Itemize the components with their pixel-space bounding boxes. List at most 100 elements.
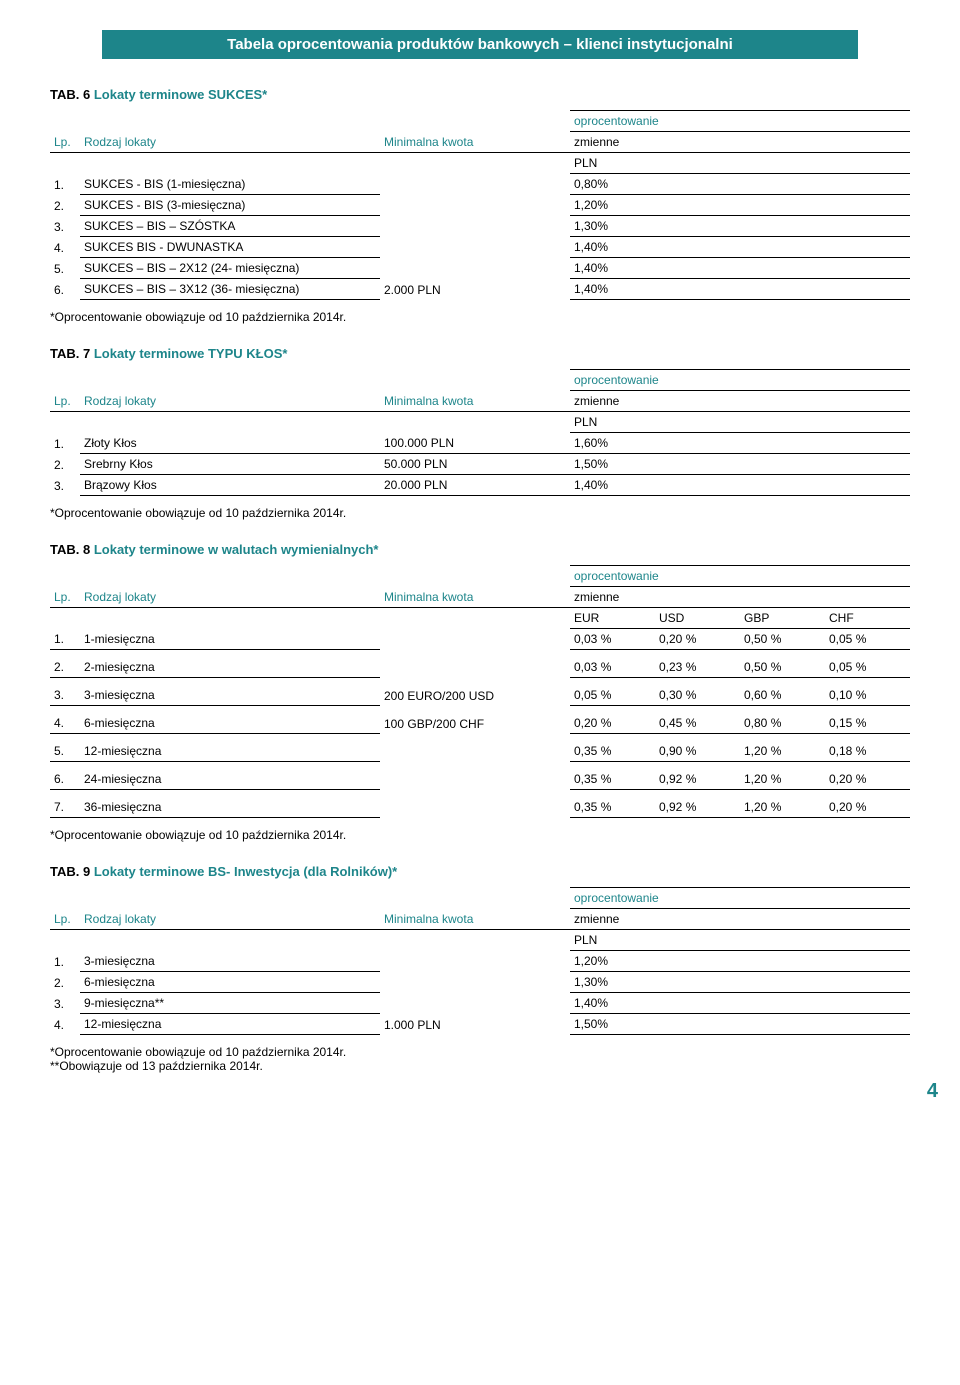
tab7-prefix: TAB. 7	[50, 346, 90, 361]
min-kwota-cell: 200 EURO/200 USD	[380, 678, 570, 706]
page-banner: Tabela oprocentowania produktów bankowyc…	[102, 30, 859, 59]
row-num: 6.	[50, 762, 80, 790]
row-rate: 0,80%	[570, 174, 910, 195]
row-min: 50.000 PLN	[380, 454, 570, 475]
col-rodzaj: Rodzaj lokaty	[80, 391, 380, 412]
row-num: 3.	[50, 678, 80, 706]
row-num: 3.	[50, 475, 80, 496]
row-num: 4.	[50, 706, 80, 734]
cell-chf: 0,20 %	[825, 762, 910, 790]
page: Tabela oprocentowania produktów bankowyc…	[0, 0, 960, 1113]
row-rate: 1,50%	[570, 1014, 910, 1035]
header-row: Lp. Rodzaj lokaty Minimalna kwota zmienn…	[50, 909, 910, 930]
header-row: Lp. Rodzaj lokaty Minimalna kwota zmienn…	[50, 391, 910, 412]
cell-usd: 0,92 %	[655, 762, 740, 790]
tab6-prefix: TAB. 6	[50, 87, 90, 102]
row-rate: 1,40%	[570, 258, 910, 279]
row-rate: 1,40%	[570, 475, 910, 496]
col-gbp: GBP	[740, 608, 825, 629]
cell-eur: 0,35 %	[570, 734, 655, 762]
tab9-table: oprocentowanie Lp. Rodzaj lokaty Minimal…	[50, 887, 910, 1035]
header-row: PLN	[50, 412, 910, 433]
tab7-title: TAB. 7 Lokaty terminowe TYPU KŁOS*	[50, 346, 910, 361]
row-name: 12-miesięczna	[80, 1014, 380, 1035]
tab8-prefix: TAB. 8	[50, 542, 90, 557]
row-min: 20.000 PLN	[380, 475, 570, 496]
row-name: 12-miesięczna	[80, 734, 380, 762]
tab6-name: Lokaty terminowe SUKCES*	[94, 87, 267, 102]
cell-usd: 0,30 %	[655, 678, 740, 706]
tab9-note-1: *Oprocentowanie obowiązuje od 10 paździe…	[50, 1045, 910, 1059]
cell-eur: 0,35 %	[570, 762, 655, 790]
table-row: 1. 1-miesięczna 0,03 % 0,20 % 0,50 % 0,0…	[50, 629, 910, 650]
header-row: EUR USD GBP CHF	[50, 608, 910, 629]
row-rate: 1,60%	[570, 433, 910, 454]
table-row: 4. 6-miesięczna 100 GBP/200 CHF 0,20 % 0…	[50, 706, 910, 734]
cell-gbp: 0,50 %	[740, 629, 825, 650]
table-row: 7. 36-miesięczna 0,35 % 0,92 % 1,20 % 0,…	[50, 790, 910, 818]
row-rate: 1,40%	[570, 237, 910, 258]
table-row: 1. SUKCES - BIS (1-miesięczna) 2.000 PLN…	[50, 174, 910, 195]
cell-usd: 0,90 %	[655, 734, 740, 762]
col-lp: Lp.	[50, 391, 80, 412]
tab8-note: *Oprocentowanie obowiązuje od 10 paździe…	[50, 828, 910, 842]
cell-eur: 0,03 %	[570, 629, 655, 650]
col-pln: PLN	[570, 412, 910, 433]
row-num: 1.	[50, 951, 80, 972]
col-chf: CHF	[825, 608, 910, 629]
row-name: 36-miesięczna	[80, 790, 380, 818]
col-rodzaj: Rodzaj lokaty	[80, 132, 380, 153]
table-row: 5. 12-miesięczna 0,35 % 0,90 % 1,20 % 0,…	[50, 734, 910, 762]
col-min: Minimalna kwota	[380, 132, 570, 153]
row-num: 3.	[50, 993, 80, 1014]
tab8-title: TAB. 8 Lokaty terminowe w walutach wymie…	[50, 542, 910, 557]
col-zmienne: zmienne	[570, 391, 910, 412]
cell-usd: 0,92 %	[655, 790, 740, 818]
col-min: Minimalna kwota	[380, 587, 570, 608]
row-num: 5.	[50, 734, 80, 762]
cell-usd: 0,20 %	[655, 629, 740, 650]
row-name: SUKCES BIS - DWUNASTKA	[80, 237, 380, 258]
cell-chf: 0,15 %	[825, 706, 910, 734]
cell-chf: 0,05 %	[825, 629, 910, 650]
row-name: Złoty Kłos	[80, 433, 380, 454]
col-min: Minimalna kwota	[380, 909, 570, 930]
page-number: 4	[927, 1080, 938, 1103]
row-name: 2-miesięczna	[80, 650, 380, 678]
tab9-title: TAB. 9 Lokaty terminowe BS- Inwestycja (…	[50, 864, 910, 879]
header-row: oprocentowanie	[50, 370, 910, 391]
header-row: oprocentowanie	[50, 111, 910, 132]
cell-gbp: 0,80 %	[740, 706, 825, 734]
header-row: oprocentowanie	[50, 566, 910, 587]
row-num: 4.	[50, 1014, 80, 1035]
col-lp: Lp.	[50, 132, 80, 153]
row-rate: 1,20%	[570, 195, 910, 216]
table-row: 3. Brązowy Kłos 20.000 PLN 1,40%	[50, 475, 910, 496]
tab9-prefix: TAB. 9	[50, 864, 90, 879]
cell-usd: 0,23 %	[655, 650, 740, 678]
row-name: SUKCES - BIS (1-miesięczna)	[80, 174, 380, 195]
tab9-note-2: **Obowiązuje od 13 października 2014r.	[50, 1059, 910, 1073]
header-row: PLN	[50, 153, 910, 174]
row-name: Brązowy Kłos	[80, 475, 380, 496]
header-row: Lp. Rodzaj lokaty Minimalna kwota zmienn…	[50, 587, 910, 608]
table-row: 1. 3-miesięczna 1.000 PLN 1,20%	[50, 951, 910, 972]
row-name: 24-miesięczna	[80, 762, 380, 790]
row-num: 2.	[50, 972, 80, 993]
cell-gbp: 1,20 %	[740, 790, 825, 818]
row-min: 100.000 PLN	[380, 433, 570, 454]
table-row: 2. Srebrny Kłos 50.000 PLN 1,50%	[50, 454, 910, 475]
row-rate: 1,50%	[570, 454, 910, 475]
col-zmienne: zmienne	[570, 587, 910, 608]
row-name: SUKCES – BIS – SZÓSTKA	[80, 216, 380, 237]
table-row: 2. 2-miesięczna 0,03 % 0,23 % 0,50 % 0,0…	[50, 650, 910, 678]
col-min: Minimalna kwota	[380, 391, 570, 412]
cell-usd: 0,45 %	[655, 706, 740, 734]
row-num: 4.	[50, 237, 80, 258]
table-row: 3. 3-miesięczna 200 EURO/200 USD 0,05 % …	[50, 678, 910, 706]
tab7-name: Lokaty terminowe TYPU KŁOS*	[94, 346, 288, 361]
col-usd: USD	[655, 608, 740, 629]
col-lp: Lp.	[50, 587, 80, 608]
row-name: SUKCES – BIS – 2X12 (24- miesięczna)	[80, 258, 380, 279]
tab6-note: *Oprocentowanie obowiązuje od 10 paździe…	[50, 310, 910, 324]
